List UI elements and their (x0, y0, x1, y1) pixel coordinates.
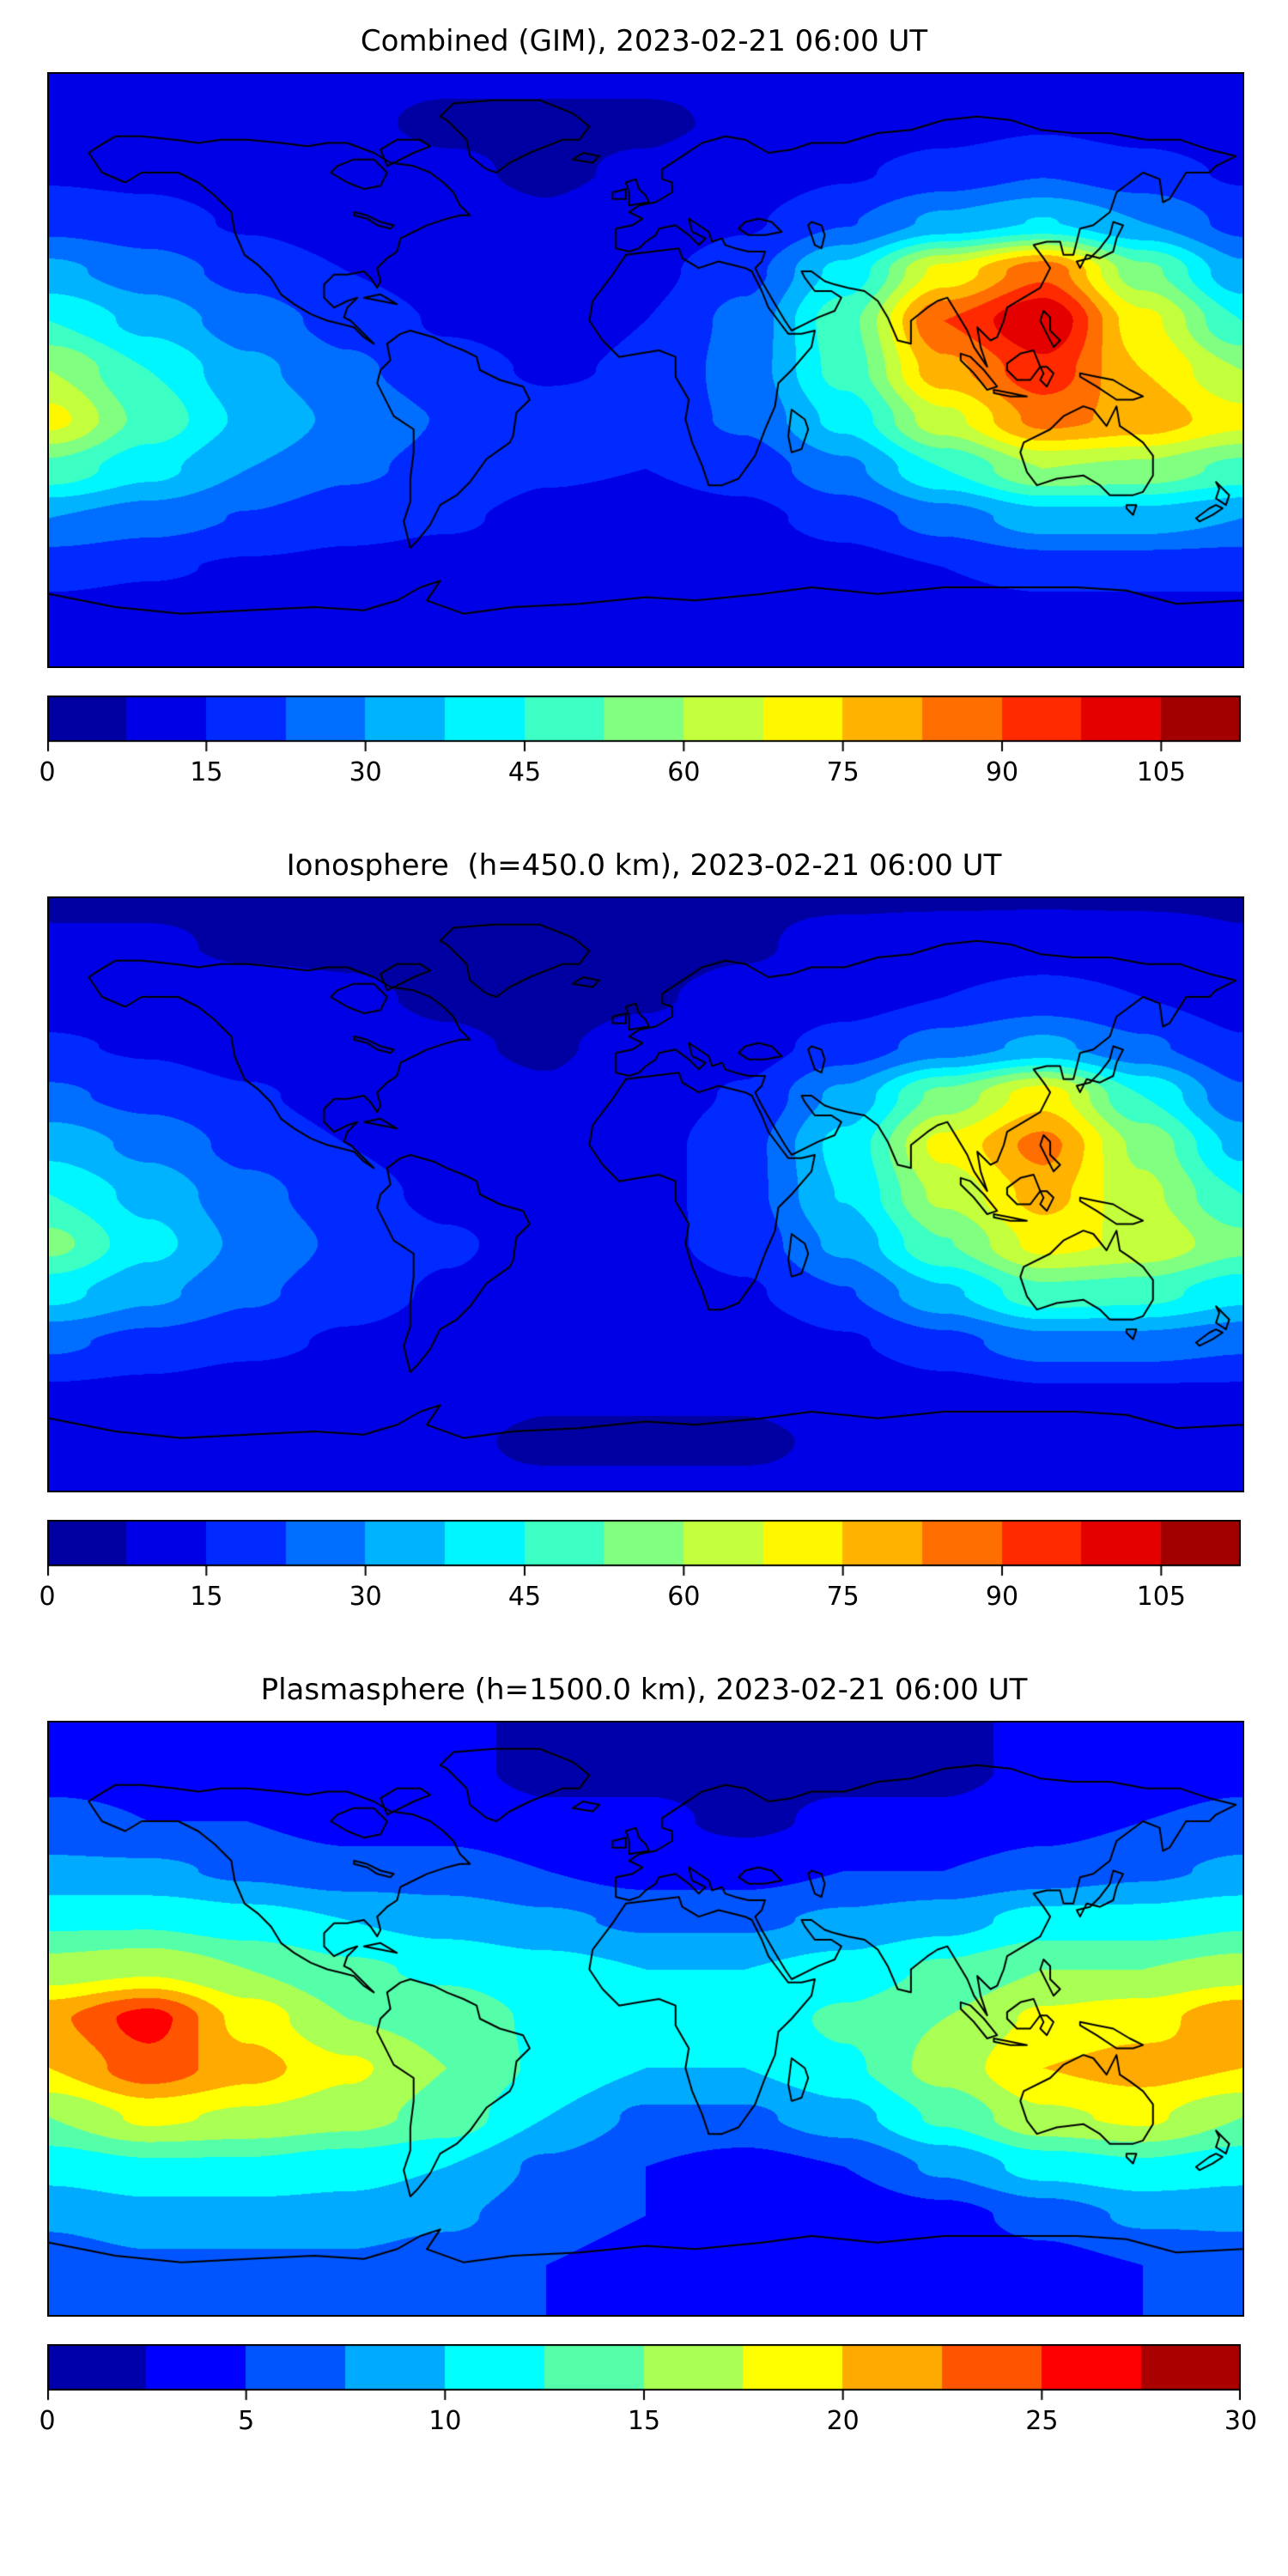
figure-ionosphere: Ionosphere (h=450.0 km), 2023-02-21 06:0… (39, 848, 1244, 1616)
colorbar-tick-label: 90 (985, 757, 1019, 787)
colorbar-tick-label: 20 (826, 2406, 860, 2436)
colorbar-tick-labels-combined: 0 15 30 45 60 75 90 105 (39, 752, 1241, 792)
colorbar-tick-label: 15 (190, 1582, 223, 1612)
figure-title-ionosphere: Ionosphere (h=450.0 km), 2023-02-21 06:0… (286, 848, 1002, 883)
figure-plasmasphere: Plasmasphere (h=1500.0 km), 2023-02-21 0… (39, 1673, 1257, 2440)
colorbar-tick-label: 0 (39, 757, 56, 787)
colorbar-tick-label: 90 (985, 1582, 1019, 1612)
colorbar-tick-labels-plasmasphere: 0 5 10 15 20 25 30 (39, 2401, 1257, 2440)
colorbar-tick-label: 75 (826, 1582, 860, 1612)
colorbar-tick-label: 60 (667, 757, 701, 787)
colorbar-tick-label: 15 (190, 757, 223, 787)
figure-title-combined: Combined (GIM), 2023-02-21 06:00 UT (360, 24, 928, 58)
colorbar-plasmasphere (47, 2344, 1241, 2401)
colorbar-ionosphere (47, 1520, 1241, 1577)
colorbar-tick-label: 10 (428, 2406, 462, 2436)
figure-combined-gim: Combined (GIM), 2023-02-21 06:00 UT 0 15 3… (39, 24, 1244, 792)
world-map-ionosphere (47, 896, 1244, 1492)
colorbar-tick-label: 5 (238, 2406, 255, 2436)
colorbar-tick-label: 105 (1136, 1582, 1186, 1612)
colorbar-tick-label: 30 (349, 1582, 382, 1612)
colorbar-tick-label: 75 (826, 757, 860, 787)
colorbar-tick-label: 30 (1224, 2406, 1258, 2436)
colorbar-tick-label: 15 (627, 2406, 661, 2436)
colorbar-tick-label: 60 (667, 1582, 701, 1612)
colorbar-tick-labels-ionosphere: 0 15 30 45 60 75 90 105 (39, 1577, 1241, 1616)
colorbar-tick-label: 45 (507, 1582, 542, 1612)
colorbar-tick-label: 105 (1136, 757, 1186, 787)
colorbar-tick-label: 25 (1025, 2406, 1059, 2436)
world-map-combined (47, 72, 1244, 668)
colorbar-tick-label: 0 (39, 1582, 56, 1612)
colorbar-combined (47, 696, 1241, 752)
figure-title-plasmasphere: Plasmasphere (h=1500.0 km), 2023-02-21 0… (260, 1673, 1028, 1707)
figure-stack: Combined (GIM), 2023-02-21 06:00 UT 0 15 3… (39, 24, 1257, 2440)
colorbar-tick-label: 45 (507, 757, 542, 787)
colorbar-tick-label: 30 (349, 757, 382, 787)
world-map-plasmasphere (47, 1721, 1244, 2317)
colorbar-tick-label: 0 (39, 2406, 56, 2436)
